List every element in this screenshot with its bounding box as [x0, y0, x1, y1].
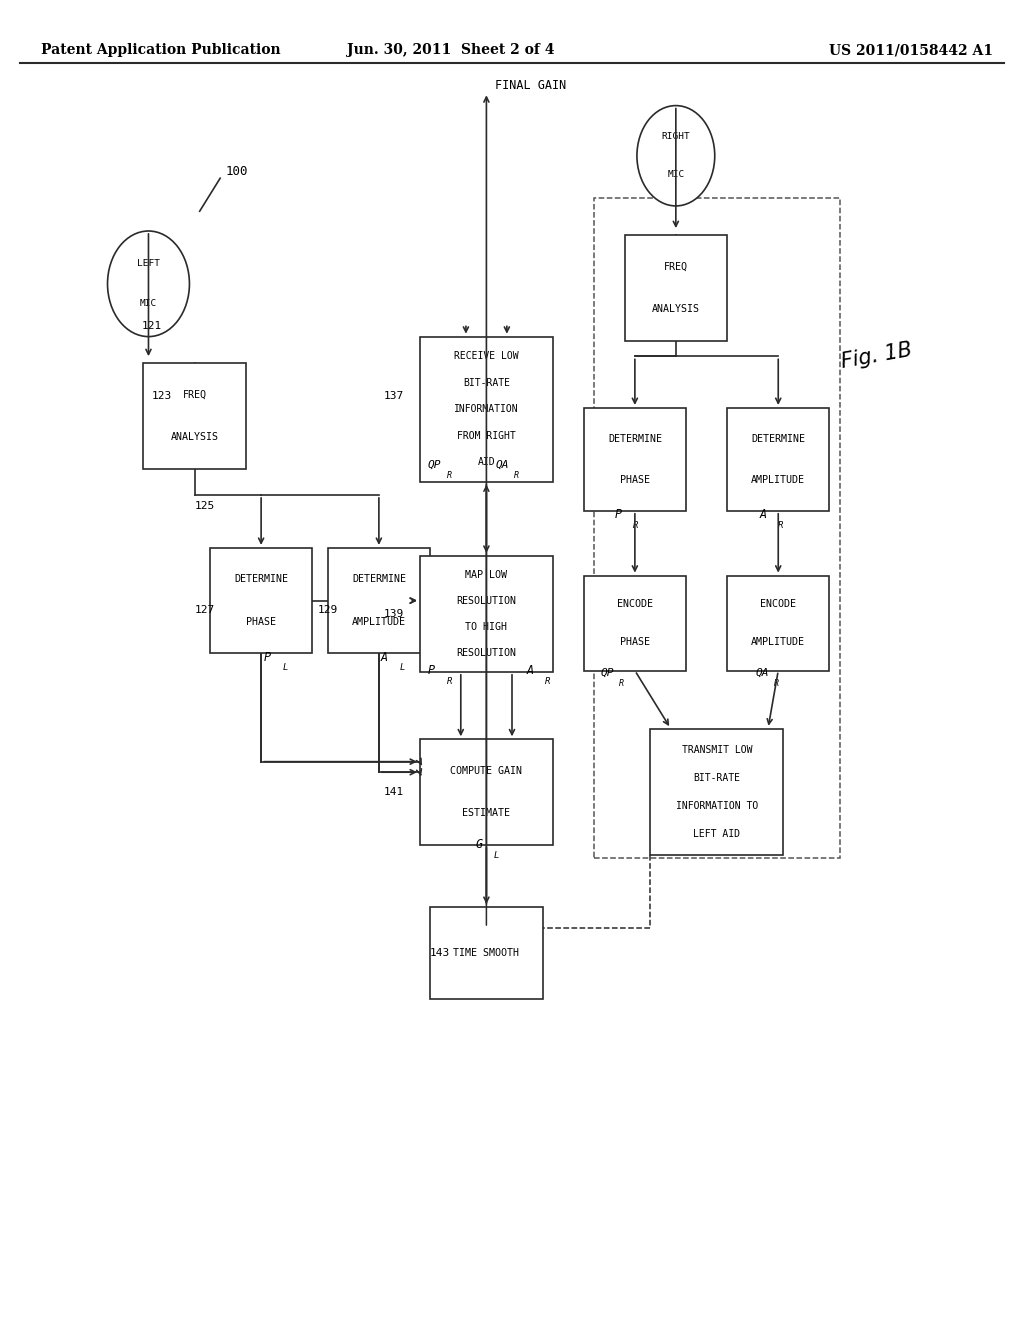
Text: P: P [264, 651, 271, 664]
Text: TO HIGH: TO HIGH [465, 622, 508, 632]
Text: ESTIMATE: ESTIMATE [463, 808, 510, 818]
Text: L: L [283, 664, 288, 672]
Text: INFORMATION: INFORMATION [454, 404, 519, 414]
Text: 127: 127 [195, 605, 215, 615]
FancyBboxPatch shape [727, 408, 829, 511]
Text: R: R [514, 471, 519, 479]
Text: A: A [760, 508, 767, 521]
FancyBboxPatch shape [210, 548, 312, 653]
Text: DETERMINE: DETERMINE [234, 574, 288, 585]
Text: R: R [446, 677, 452, 685]
Text: INFORMATION TO: INFORMATION TO [676, 801, 758, 810]
Text: Patent Application Publication: Patent Application Publication [41, 44, 281, 57]
Text: P: P [428, 664, 435, 677]
FancyBboxPatch shape [584, 408, 686, 511]
Text: FREQ: FREQ [182, 389, 207, 400]
Text: QA: QA [496, 459, 509, 470]
FancyBboxPatch shape [584, 576, 686, 671]
Text: 123: 123 [152, 391, 172, 401]
Text: 100: 100 [225, 165, 248, 178]
Circle shape [637, 106, 715, 206]
Text: COMPUTE GAIN: COMPUTE GAIN [451, 766, 522, 776]
Text: L: L [494, 851, 499, 859]
Text: TIME SMOOTH: TIME SMOOTH [454, 948, 519, 958]
Text: DETERMINE: DETERMINE [608, 434, 662, 444]
Text: ENCODE: ENCODE [760, 599, 797, 609]
Text: A: A [381, 651, 388, 664]
FancyBboxPatch shape [420, 556, 553, 672]
Text: AID: AID [477, 457, 496, 467]
Text: LEFT: LEFT [137, 260, 160, 268]
FancyBboxPatch shape [328, 548, 430, 653]
Text: L: L [399, 664, 404, 672]
Text: MIC: MIC [668, 170, 684, 180]
Text: ANALYSIS: ANALYSIS [171, 432, 218, 442]
Text: 121: 121 [141, 321, 162, 331]
Text: G: G [475, 838, 482, 851]
Text: AMPLITUDE: AMPLITUDE [352, 616, 406, 627]
FancyBboxPatch shape [420, 739, 553, 845]
Text: QP: QP [428, 459, 441, 470]
Text: 137: 137 [384, 391, 404, 401]
Text: RECEIVE LOW: RECEIVE LOW [454, 351, 519, 362]
Text: RIGHT: RIGHT [662, 132, 690, 141]
FancyBboxPatch shape [143, 363, 246, 469]
FancyBboxPatch shape [650, 729, 783, 855]
Text: 125: 125 [195, 500, 215, 511]
Text: FINAL GAIN: FINAL GAIN [495, 79, 566, 92]
Text: US 2011/0158442 A1: US 2011/0158442 A1 [829, 44, 993, 57]
Text: R: R [778, 521, 783, 529]
Text: BIT-RATE: BIT-RATE [693, 774, 740, 783]
FancyBboxPatch shape [420, 337, 553, 482]
Text: A: A [526, 664, 534, 677]
Text: 129: 129 [317, 605, 338, 615]
Text: Jun. 30, 2011  Sheet 2 of 4: Jun. 30, 2011 Sheet 2 of 4 [347, 44, 554, 57]
Text: PHASE: PHASE [620, 638, 650, 647]
Text: RESOLUTION: RESOLUTION [457, 595, 516, 606]
Text: R: R [618, 680, 624, 688]
Text: R: R [446, 471, 452, 479]
Text: PHASE: PHASE [620, 475, 650, 484]
Text: Fig. 1B: Fig. 1B [840, 341, 914, 372]
Text: ENCODE: ENCODE [616, 599, 653, 609]
FancyBboxPatch shape [625, 235, 727, 341]
Text: 141: 141 [384, 787, 404, 797]
Text: TRANSMIT LOW: TRANSMIT LOW [682, 744, 752, 755]
Text: FREQ: FREQ [664, 261, 688, 272]
Text: RESOLUTION: RESOLUTION [457, 648, 516, 657]
Circle shape [108, 231, 189, 337]
Text: R: R [633, 521, 638, 529]
Text: 143: 143 [430, 948, 451, 958]
FancyBboxPatch shape [430, 907, 543, 999]
Text: QA: QA [756, 668, 769, 678]
FancyBboxPatch shape [727, 576, 829, 671]
Text: DETERMINE: DETERMINE [352, 574, 406, 585]
Text: R: R [545, 677, 550, 685]
Text: MIC: MIC [140, 300, 157, 308]
Text: ANALYSIS: ANALYSIS [652, 304, 699, 314]
Text: FROM RIGHT: FROM RIGHT [457, 430, 516, 441]
Text: P: P [614, 508, 622, 521]
Text: PHASE: PHASE [246, 616, 276, 627]
Text: BIT-RATE: BIT-RATE [463, 378, 510, 388]
Text: R: R [774, 680, 779, 688]
Text: LEFT AID: LEFT AID [693, 829, 740, 840]
Text: QP: QP [600, 668, 613, 678]
Text: 139: 139 [384, 609, 404, 619]
Text: AMPLITUDE: AMPLITUDE [752, 638, 805, 647]
Text: AMPLITUDE: AMPLITUDE [752, 475, 805, 484]
Text: MAP LOW: MAP LOW [465, 570, 508, 579]
Text: DETERMINE: DETERMINE [752, 434, 805, 444]
